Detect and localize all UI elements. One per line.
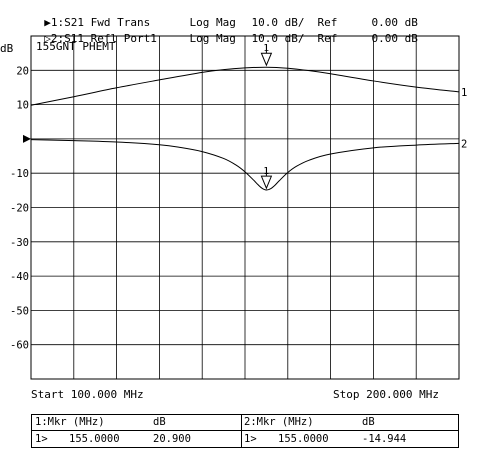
- y-axis-ticks: 20 10 -10 -20 -30 -40 -50 -60: [10, 65, 31, 352]
- channel-2-symbol: ▷2: [44, 32, 58, 45]
- reference-level-arrow: [23, 134, 31, 143]
- y-tick-label: -20: [10, 203, 29, 215]
- grid-lines: [31, 36, 459, 379]
- marker-table-channel-2: 2:Mkr (MHz) dB 1> 155.0000 -14.944: [241, 415, 458, 447]
- channel-2-header: ▷2:S11 Refl Port1 Log Mag 10.0 dB/Ref 0.00 …: [31, 19, 418, 45]
- marker-table: 1:Mkr (MHz) dB 1> 155.0000 20.900 2:Mkr (MH…: [31, 414, 459, 448]
- channel-2-format: Log Mag: [189, 32, 236, 45]
- mkr2-row-marker: 1>: [244, 433, 257, 445]
- channel-2-ref-label: Ref: [317, 32, 338, 45]
- y-tick-label: -10: [10, 168, 29, 180]
- mkr1-freq: 155.0000: [69, 433, 120, 445]
- channel-1-format: Log Mag: [189, 16, 236, 29]
- marker-label: 1: [263, 43, 269, 54]
- mkr2-freq: 155.0000: [278, 433, 329, 445]
- mkr2-head-a: 2:Mkr (MHz): [244, 416, 314, 428]
- mkr1-row-marker: 1>: [35, 433, 48, 445]
- markers: 11: [260, 43, 273, 190]
- channel-1-name: :S21 Fwd Trans: [57, 16, 151, 29]
- channel-1-symbol: ▶1: [44, 16, 58, 29]
- channel-2-scale: 10.0 dB/: [251, 32, 305, 45]
- channel-2-ref-value: 0.00 dB: [371, 32, 418, 45]
- marker-triangle: [260, 175, 273, 190]
- mkr2-head-b: dB: [362, 416, 375, 428]
- stop-frequency-label: Stop 200.000 MHz: [333, 388, 439, 401]
- y-tick-label: -40: [10, 271, 29, 283]
- y-tick-label: 20: [16, 65, 29, 77]
- channel-2-name: :S11 Refl Port1: [57, 32, 157, 45]
- channel-1-header: ▶1:S21 Fwd Trans Log Mag 10.0 dB/Ref 0.00 d…: [31, 3, 418, 29]
- trace-1-label: 1: [461, 87, 467, 99]
- y-tick-label: -30: [10, 237, 29, 249]
- trace-2: [30, 139, 460, 191]
- channel-1-ref-value: 0.00 dB: [371, 16, 418, 29]
- marker-triangle: [260, 52, 273, 67]
- trace-2-label: 2: [461, 138, 467, 150]
- marker-table-channel-1: 1:Mkr (MHz) dB 1> 155.0000 20.900: [32, 415, 242, 447]
- mkr1-value: 20.900: [153, 433, 191, 445]
- trace-1: [30, 66, 460, 106]
- y-tick-label: -50: [10, 305, 29, 317]
- channel-1-ref-label: Ref: [317, 16, 338, 29]
- plot-title: 155GNT PHEMT: [36, 40, 116, 53]
- mkr1-head-a: 1:Mkr (MHz): [35, 416, 105, 428]
- y-tick-label: 10: [16, 100, 29, 112]
- traces: 12: [30, 66, 467, 191]
- mkr1-head-b: dB: [153, 416, 166, 428]
- marker-label: 1: [263, 166, 269, 177]
- marker-table-divider: [32, 430, 458, 431]
- mkr2-value: -14.944: [362, 433, 407, 445]
- channel-1-scale: 10.0 dB/: [251, 16, 305, 29]
- start-frequency-label: Start 100.000 MHz: [31, 388, 144, 401]
- y-tick-label: -60: [10, 340, 29, 352]
- y-unit-label: dB: [0, 42, 14, 55]
